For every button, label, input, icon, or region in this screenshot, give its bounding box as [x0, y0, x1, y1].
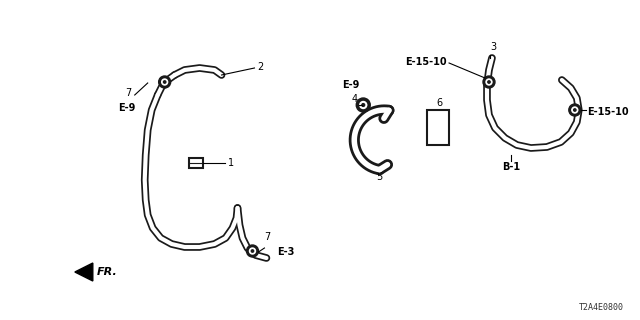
Circle shape — [159, 76, 171, 88]
Circle shape — [573, 109, 576, 111]
Text: T2A4E0800: T2A4E0800 — [579, 303, 624, 312]
Circle shape — [362, 104, 365, 107]
Text: E-15-10: E-15-10 — [587, 107, 628, 117]
Circle shape — [163, 81, 166, 83]
Circle shape — [488, 81, 490, 83]
Text: B-1: B-1 — [502, 162, 520, 172]
Polygon shape — [75, 263, 93, 281]
Circle shape — [246, 245, 259, 257]
Circle shape — [356, 98, 370, 112]
Text: 1: 1 — [228, 158, 234, 168]
FancyBboxPatch shape — [427, 110, 449, 145]
Text: E-15-10: E-15-10 — [406, 57, 447, 67]
Circle shape — [569, 104, 580, 116]
Text: E-9: E-9 — [342, 80, 360, 90]
Circle shape — [572, 107, 578, 113]
Circle shape — [162, 79, 168, 85]
Text: 7: 7 — [125, 88, 132, 98]
Text: 5: 5 — [376, 172, 382, 182]
Text: 6: 6 — [436, 98, 442, 108]
Circle shape — [360, 101, 367, 108]
Text: E-3: E-3 — [277, 247, 295, 257]
FancyBboxPatch shape — [189, 158, 203, 168]
Text: FR.: FR. — [97, 267, 118, 277]
Circle shape — [250, 248, 255, 254]
Text: E-9: E-9 — [118, 103, 135, 113]
Text: 7: 7 — [264, 232, 271, 242]
Text: 4: 4 — [351, 94, 357, 104]
Text: 2: 2 — [257, 62, 264, 72]
Circle shape — [252, 250, 253, 252]
Circle shape — [483, 76, 495, 88]
Text: 3: 3 — [490, 42, 496, 52]
Circle shape — [486, 79, 492, 85]
